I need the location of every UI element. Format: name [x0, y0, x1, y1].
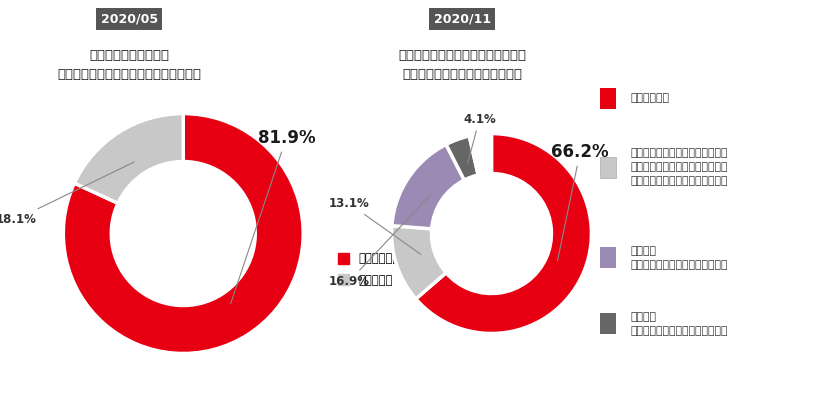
- Text: 拡張した
（拡張することが決まっている）: 拡張した （拡張することが決まっている）: [630, 311, 727, 336]
- Wedge shape: [392, 144, 464, 229]
- Text: 2020/11: 2020/11: [434, 12, 491, 25]
- Wedge shape: [416, 133, 591, 334]
- Text: 16.9%: 16.9%: [328, 196, 430, 288]
- FancyBboxPatch shape: [600, 313, 616, 334]
- Text: 13.1%: 13.1%: [329, 197, 421, 254]
- Text: 2020/05: 2020/05: [101, 12, 157, 25]
- FancyBboxPatch shape: [600, 247, 616, 268]
- Text: 4.1%: 4.1%: [463, 113, 496, 163]
- Text: 18.1%: 18.1%: [0, 162, 134, 226]
- Wedge shape: [63, 113, 303, 354]
- Text: 変えていない: 変えていない: [630, 93, 669, 103]
- Wedge shape: [469, 133, 491, 175]
- Text: 66.2%: 66.2%: [551, 143, 609, 261]
- FancyBboxPatch shape: [600, 157, 616, 178]
- Legend: 変わると思う, 変わらない: 変わると思う, 変わらない: [333, 248, 404, 291]
- Text: 新型コロナウイルス発生前に対し、
オフィスに変化がありましたか？: 新型コロナウイルス発生前に対し、 オフィスに変化がありましたか？: [398, 49, 526, 80]
- Text: 紧急事態宣言解除後、
オフィスは変わっていくと思いますか？: 紧急事態宣言解除後、 オフィスは変わっていくと思いますか？: [57, 49, 201, 80]
- Wedge shape: [392, 226, 446, 299]
- FancyBboxPatch shape: [600, 88, 616, 109]
- Text: 縮小した
（縮小することが決まっている）: 縮小した （縮小することが決まっている）: [630, 246, 727, 269]
- Wedge shape: [446, 136, 478, 180]
- Text: 81.9%: 81.9%: [231, 128, 315, 304]
- Wedge shape: [74, 113, 183, 203]
- Text: 現在のオフィス面積は変更せず、
オフィスのレイアウトを変更した
（変更することが決まっている）: 現在のオフィス面積は変更せず、 オフィスのレイアウトを変更した （変更することが…: [630, 148, 727, 186]
